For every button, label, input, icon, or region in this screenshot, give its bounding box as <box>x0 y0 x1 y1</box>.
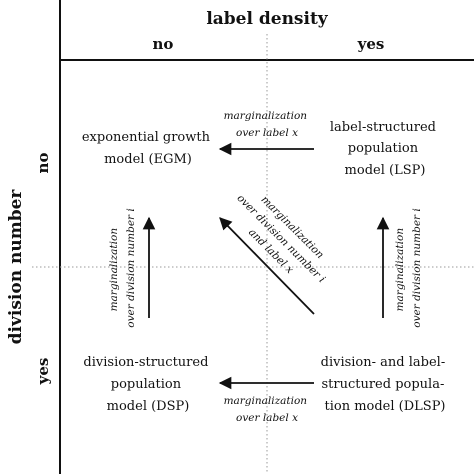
model-dlsp-line-2: structured popula- <box>321 377 444 392</box>
arrow-dlsp-to-egm-diagonal <box>219 217 315 315</box>
arrow-label-bottom: marginalization over label x <box>224 395 311 424</box>
row-header-yes: yes <box>34 358 52 386</box>
arrow-label-left-line-2: over division number i <box>125 208 137 328</box>
model-egm-line-1: exponential growth <box>82 130 211 145</box>
model-lsp-line-3: model (LSP) <box>345 163 426 178</box>
arrow-label-diagonal-line-2: over division number i <box>234 192 327 285</box>
arrow-label-right-line-2: over division number i <box>411 208 423 328</box>
model-lsp-line-1: label-structured <box>330 120 436 135</box>
row-header-no: no <box>34 153 52 174</box>
column-header-no: no <box>153 35 174 53</box>
arrow-label-bottom-line-1: marginalization <box>224 395 308 407</box>
column-axis-title: label density <box>206 9 328 29</box>
arrow-label-top-line-2: over label x <box>236 127 298 139</box>
model-dsp-line-1: division-structured <box>83 355 208 370</box>
arrow-label-top-line-1: marginalization <box>224 110 308 122</box>
arrow-label-right: marginalization over division number i <box>394 208 423 328</box>
model-dsp-line-2: population <box>111 377 182 392</box>
model-dsp-line-3: model (DSP) <box>107 399 190 414</box>
model-lsp-line-2: population <box>348 141 419 156</box>
model-dlsp-line-1: division- and label- <box>321 355 446 370</box>
arrow-label-left-line-1: marginalization <box>108 228 120 312</box>
arrow-label-top: marginalization over label x <box>224 110 311 139</box>
model-dlsp-line-3: tion model (DLSP) <box>324 399 445 414</box>
arrow-label-bottom-line-2: over label x <box>236 412 298 424</box>
column-header-yes: yes <box>357 35 385 53</box>
model-dlsp: division- and label- structured popula- … <box>321 355 450 414</box>
model-dsp: division-structured population model (DS… <box>83 355 212 414</box>
arrow-label-left: marginalization over division number i <box>108 208 137 328</box>
row-axis-title: division number <box>6 189 26 345</box>
model-lsp: label-structured population model (LSP) <box>330 120 440 178</box>
model-egm-line-2: model (EGM) <box>104 152 192 167</box>
model-egm: exponential growth model (EGM) <box>82 130 214 167</box>
arrow-label-right-line-1: marginalization <box>394 228 406 312</box>
